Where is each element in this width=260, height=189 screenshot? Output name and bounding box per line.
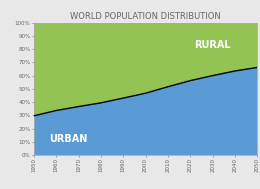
Text: URBAN: URBAN bbox=[49, 134, 88, 144]
Text: RURAL: RURAL bbox=[194, 40, 231, 50]
Title: WORLD POPULATION DISTRIBUTION: WORLD POPULATION DISTRIBUTION bbox=[70, 12, 221, 21]
